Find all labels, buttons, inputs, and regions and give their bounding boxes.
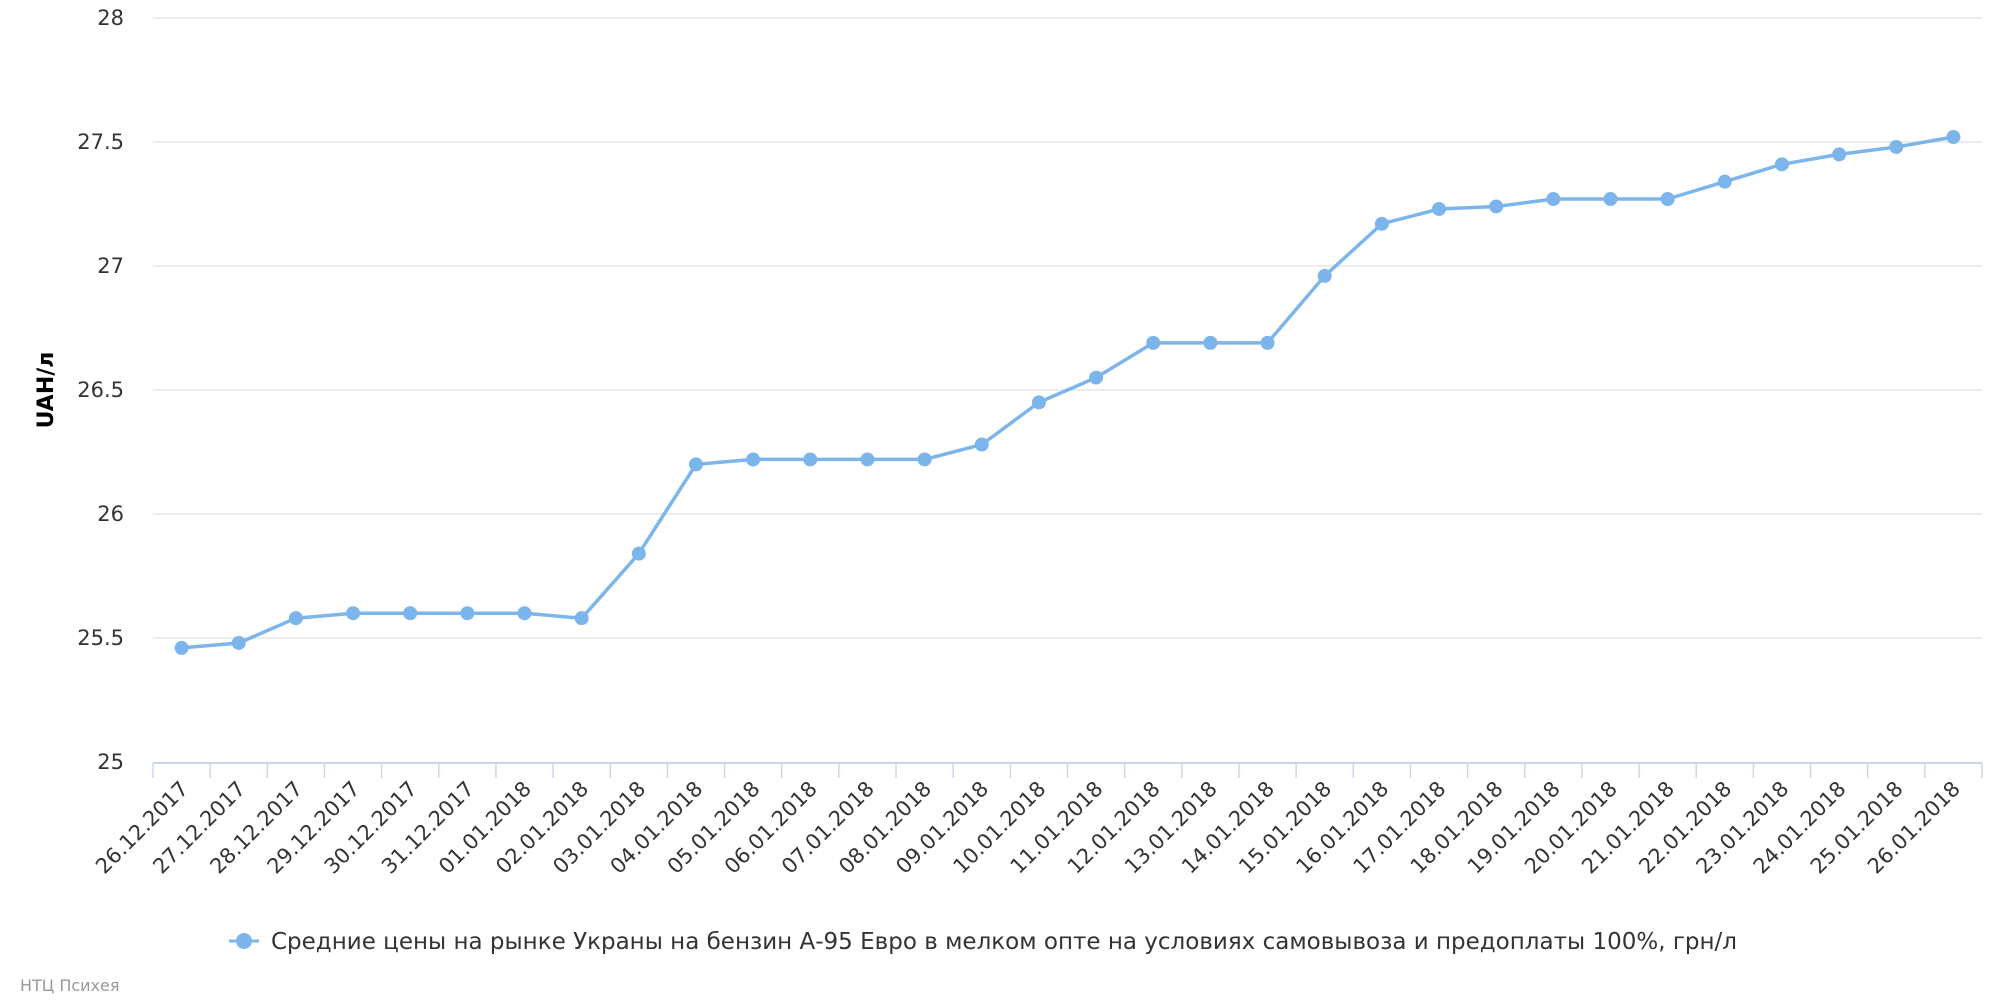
data-point[interactable] xyxy=(1089,370,1104,385)
legend[interactable]: Средние цены на рынке Украны на бензин А… xyxy=(229,929,1737,955)
data-point[interactable] xyxy=(174,640,189,655)
x-axis-ticks xyxy=(152,763,1983,778)
data-point[interactable] xyxy=(1146,335,1161,350)
series-layer xyxy=(174,130,1961,655)
y-tick-label: 25.5 xyxy=(77,626,124,650)
legend-point-marker xyxy=(236,933,252,949)
grid-lines xyxy=(153,17,1982,639)
data-point[interactable] xyxy=(1832,147,1847,162)
y-tick-label: 26 xyxy=(97,502,124,526)
y-tick-label: 26.5 xyxy=(77,378,124,402)
data-point[interactable] xyxy=(1603,192,1618,207)
data-point[interactable] xyxy=(1203,335,1218,350)
y-tick-label: 27 xyxy=(97,254,124,278)
y-tick-label: 28 xyxy=(97,6,124,30)
data-point[interactable] xyxy=(1260,335,1275,350)
data-point[interactable] xyxy=(1031,395,1046,410)
data-point[interactable] xyxy=(1546,192,1561,207)
data-point[interactable] xyxy=(746,452,761,467)
series-line xyxy=(179,135,1956,650)
data-point[interactable] xyxy=(346,606,361,621)
data-point[interactable] xyxy=(1717,174,1732,189)
x-axis-tick-labels: 26.12.201727.12.201728.12.201729.12.2017… xyxy=(91,777,1965,879)
data-point[interactable] xyxy=(1489,199,1504,214)
data-point[interactable] xyxy=(631,546,646,561)
legend-label: Средние цены на рынке Украны на бензин А… xyxy=(271,929,1737,955)
credits-label[interactable]: НТЦ Психея xyxy=(20,976,119,995)
data-point[interactable] xyxy=(517,606,532,621)
data-point[interactable] xyxy=(1317,268,1332,283)
data-point[interactable] xyxy=(460,606,475,621)
data-point[interactable] xyxy=(403,606,418,621)
data-point[interactable] xyxy=(1774,157,1789,172)
data-point[interactable] xyxy=(860,452,875,467)
y-axis-tick-labels: 25 25.5 26 26.5 27 27.5 28 xyxy=(77,6,124,774)
data-point[interactable] xyxy=(288,611,303,626)
data-point[interactable] xyxy=(1889,139,1904,154)
data-point[interactable] xyxy=(688,457,703,472)
data-point[interactable] xyxy=(1432,201,1447,216)
data-point[interactable] xyxy=(917,452,932,467)
y-axis-title: UAH/л xyxy=(34,352,59,429)
y-tick-label: 25 xyxy=(97,750,124,774)
data-point[interactable] xyxy=(1374,216,1389,231)
data-point[interactable] xyxy=(974,437,989,452)
y-tick-label: 27.5 xyxy=(77,130,124,154)
data-point[interactable] xyxy=(803,452,818,467)
data-point[interactable] xyxy=(1946,130,1961,145)
data-point[interactable] xyxy=(574,611,589,626)
data-point[interactable] xyxy=(231,635,246,650)
data-point[interactable] xyxy=(1660,192,1675,207)
